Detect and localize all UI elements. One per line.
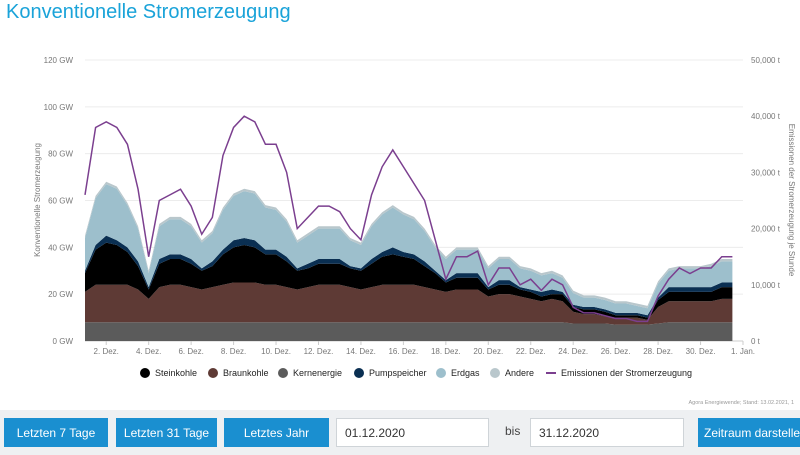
y2-axis-label: Emissionen der Stromerzeugung je Stunde bbox=[787, 124, 796, 277]
x-tick-label: 14. Dez. bbox=[346, 347, 376, 356]
x-tick-label: 30. Dez. bbox=[686, 347, 716, 356]
legend-item-kernenergie[interactable]: Kernenergie bbox=[278, 368, 342, 378]
chart: 0 GW 20 GW 40 GW 60 GW 80 GW 100 GW 120 GW 0 t… bbox=[33, 56, 796, 356]
x-tick-label: 1. Jan. bbox=[731, 347, 755, 356]
chart-y-axis: 0 GW 20 GW 40 GW 60 GW 80 GW 100 GW 120 GW bbox=[44, 56, 74, 346]
page-title: Konventionelle Stromerzeugung bbox=[6, 1, 291, 23]
legend-item-erdgas[interactable]: Erdgas bbox=[436, 368, 480, 378]
legend-label: Braunkohle bbox=[223, 368, 269, 378]
x-tick-label: 18. Dez. bbox=[431, 347, 461, 356]
last-year-button[interactable]: Letztes Jahr bbox=[224, 418, 329, 447]
x-tick-label: 28. Dez. bbox=[643, 347, 673, 356]
last-7-days-button[interactable]: Letzten 7 Tage bbox=[4, 418, 108, 447]
y2-tick-label: 40,000 t bbox=[751, 112, 781, 121]
legend-label: Steinkohle bbox=[155, 368, 198, 378]
x-tick-label: 12. Dez. bbox=[304, 347, 334, 356]
y2-tick-label: 30,000 t bbox=[751, 168, 781, 177]
y-tick-label: 80 GW bbox=[48, 150, 73, 159]
chart-legend: Steinkohle Braunkohle Kernenergie Pumpsp… bbox=[0, 368, 800, 386]
area-erdgas bbox=[85, 184, 733, 316]
y-tick-label: 100 GW bbox=[44, 103, 74, 112]
legend-label: Pumpspeicher bbox=[369, 368, 427, 378]
legend-dot-icon bbox=[140, 368, 150, 378]
y-tick-label: 120 GW bbox=[44, 56, 74, 65]
legend-item-emissionen[interactable]: Emissionen der Stromerzeugung bbox=[546, 368, 692, 378]
legend-item-andere[interactable]: Andere bbox=[490, 368, 534, 378]
y-axis-label: Konventionelle Stromerzeugung bbox=[33, 143, 42, 257]
legend-label: Emissionen der Stromerzeugung bbox=[561, 368, 693, 378]
y2-tick-label: 10,000 t bbox=[751, 281, 781, 290]
from-date-input[interactable] bbox=[336, 418, 489, 447]
legend-dot-icon bbox=[490, 368, 500, 378]
chart-x-axis: 2. Dez. 4. Dez. 6. Dez. 8. Dez. 10. Dez. 12. … bbox=[94, 341, 755, 356]
legend-label: Erdgas bbox=[451, 368, 480, 378]
controls-bar: Letzten 7 Tage Letzten 31 Tage Letztes J… bbox=[0, 410, 800, 455]
area-braunkohle bbox=[85, 282, 733, 325]
x-tick-label: 22. Dez. bbox=[516, 347, 546, 356]
legend-label: Kernenergie bbox=[293, 368, 343, 378]
source-note: Agora Energiewende; Stand: 13.02.2021, 1 bbox=[688, 400, 795, 406]
bis-label: bis bbox=[505, 424, 521, 438]
legend-dot-icon bbox=[278, 368, 288, 378]
y2-tick-label: 50,000 t bbox=[751, 56, 781, 65]
y-tick-label: 20 GW bbox=[48, 290, 73, 299]
x-tick-label: 10. Dez. bbox=[261, 347, 291, 356]
legend-dot-icon bbox=[208, 368, 218, 378]
legend-label: Andere bbox=[505, 368, 535, 378]
x-tick-label: 24. Dez. bbox=[558, 347, 588, 356]
x-tick-label: 4. Dez. bbox=[136, 347, 161, 356]
x-tick-label: 26. Dez. bbox=[601, 347, 631, 356]
legend-item-steinkohle[interactable]: Steinkohle bbox=[140, 368, 197, 378]
chart-areas bbox=[85, 181, 733, 341]
show-range-button[interactable]: Zeitraum darstellen bbox=[698, 418, 800, 447]
y-tick-label: 0 GW bbox=[53, 337, 74, 346]
y2-tick-label: 20,000 t bbox=[751, 225, 781, 234]
last-31-days-button[interactable]: Letzten 31 Tage bbox=[116, 418, 217, 447]
legend-item-braunkohle[interactable]: Braunkohle bbox=[208, 368, 269, 378]
x-tick-label: 16. Dez. bbox=[388, 347, 418, 356]
legend-item-pumpspeicher[interactable]: Pumpspeicher bbox=[354, 368, 427, 378]
y-tick-label: 60 GW bbox=[48, 197, 73, 206]
y-tick-label: 40 GW bbox=[48, 243, 73, 252]
area-steinkohle bbox=[85, 242, 733, 320]
chart-y2-axis: 0 t 10,000 t 20,000 t 30,000 t 40,000 t 50,00… bbox=[751, 56, 781, 346]
x-tick-label: 6. Dez. bbox=[178, 347, 203, 356]
legend-line-icon bbox=[546, 372, 556, 374]
area-kernenergie bbox=[85, 322, 733, 341]
chart-emissions-line bbox=[84, 115, 733, 323]
legend-dot-icon bbox=[354, 368, 364, 378]
legend-dot-icon bbox=[436, 368, 446, 378]
to-date-input[interactable] bbox=[530, 418, 684, 447]
x-tick-label: 20. Dez. bbox=[473, 347, 503, 356]
emissions-line bbox=[84, 115, 733, 323]
x-tick-label: 2. Dez. bbox=[94, 347, 119, 356]
y2-tick-label: 0 t bbox=[751, 337, 761, 346]
x-tick-label: 8. Dez. bbox=[221, 347, 246, 356]
